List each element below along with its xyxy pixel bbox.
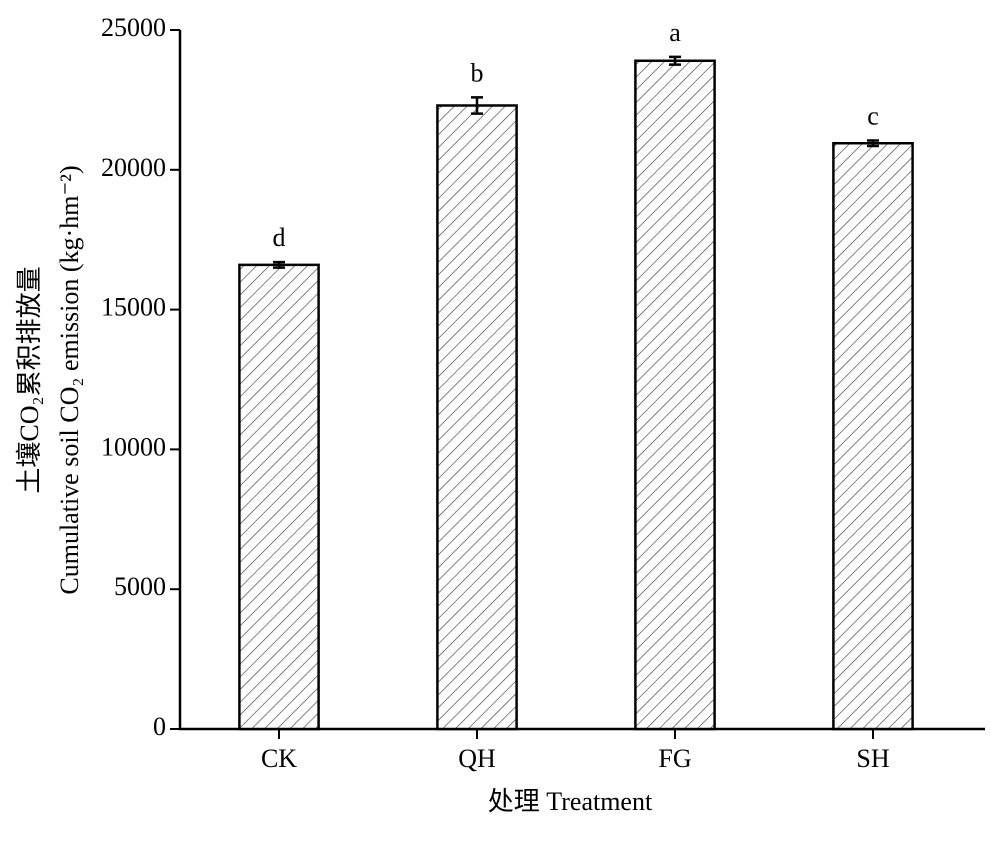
bar <box>436 104 518 731</box>
y-tick-label: 25000 <box>101 13 166 42</box>
bar <box>238 263 320 731</box>
x-tick-label: QH <box>458 744 496 773</box>
y-tick-label: 5000 <box>114 572 166 601</box>
x-tick-label: FG <box>658 744 691 773</box>
y-tick-label: 0 <box>153 712 166 741</box>
y-tick-label: 10000 <box>101 432 166 461</box>
error-bar <box>669 55 681 66</box>
significance-label: b <box>471 58 484 87</box>
significance-label: a <box>669 18 681 47</box>
x-tick-label: CK <box>261 744 297 773</box>
y-axis-title: 土壤CO₂累积排放量 <box>15 266 44 493</box>
x-axis-title: 处理 Treatment <box>488 787 653 816</box>
bar <box>634 59 716 731</box>
y-axis-title: Cumulative soil CO₂ emission (kg·hm⁻²) <box>55 165 84 594</box>
error-bar <box>471 96 483 115</box>
bar <box>832 141 914 731</box>
error-bar <box>867 139 879 148</box>
x-tick-label: SH <box>856 744 889 773</box>
y-tick-label: 15000 <box>101 293 166 322</box>
error-bar <box>273 260 285 269</box>
significance-label: c <box>867 101 879 130</box>
y-tick-label: 20000 <box>101 153 166 182</box>
significance-label: d <box>273 223 286 252</box>
